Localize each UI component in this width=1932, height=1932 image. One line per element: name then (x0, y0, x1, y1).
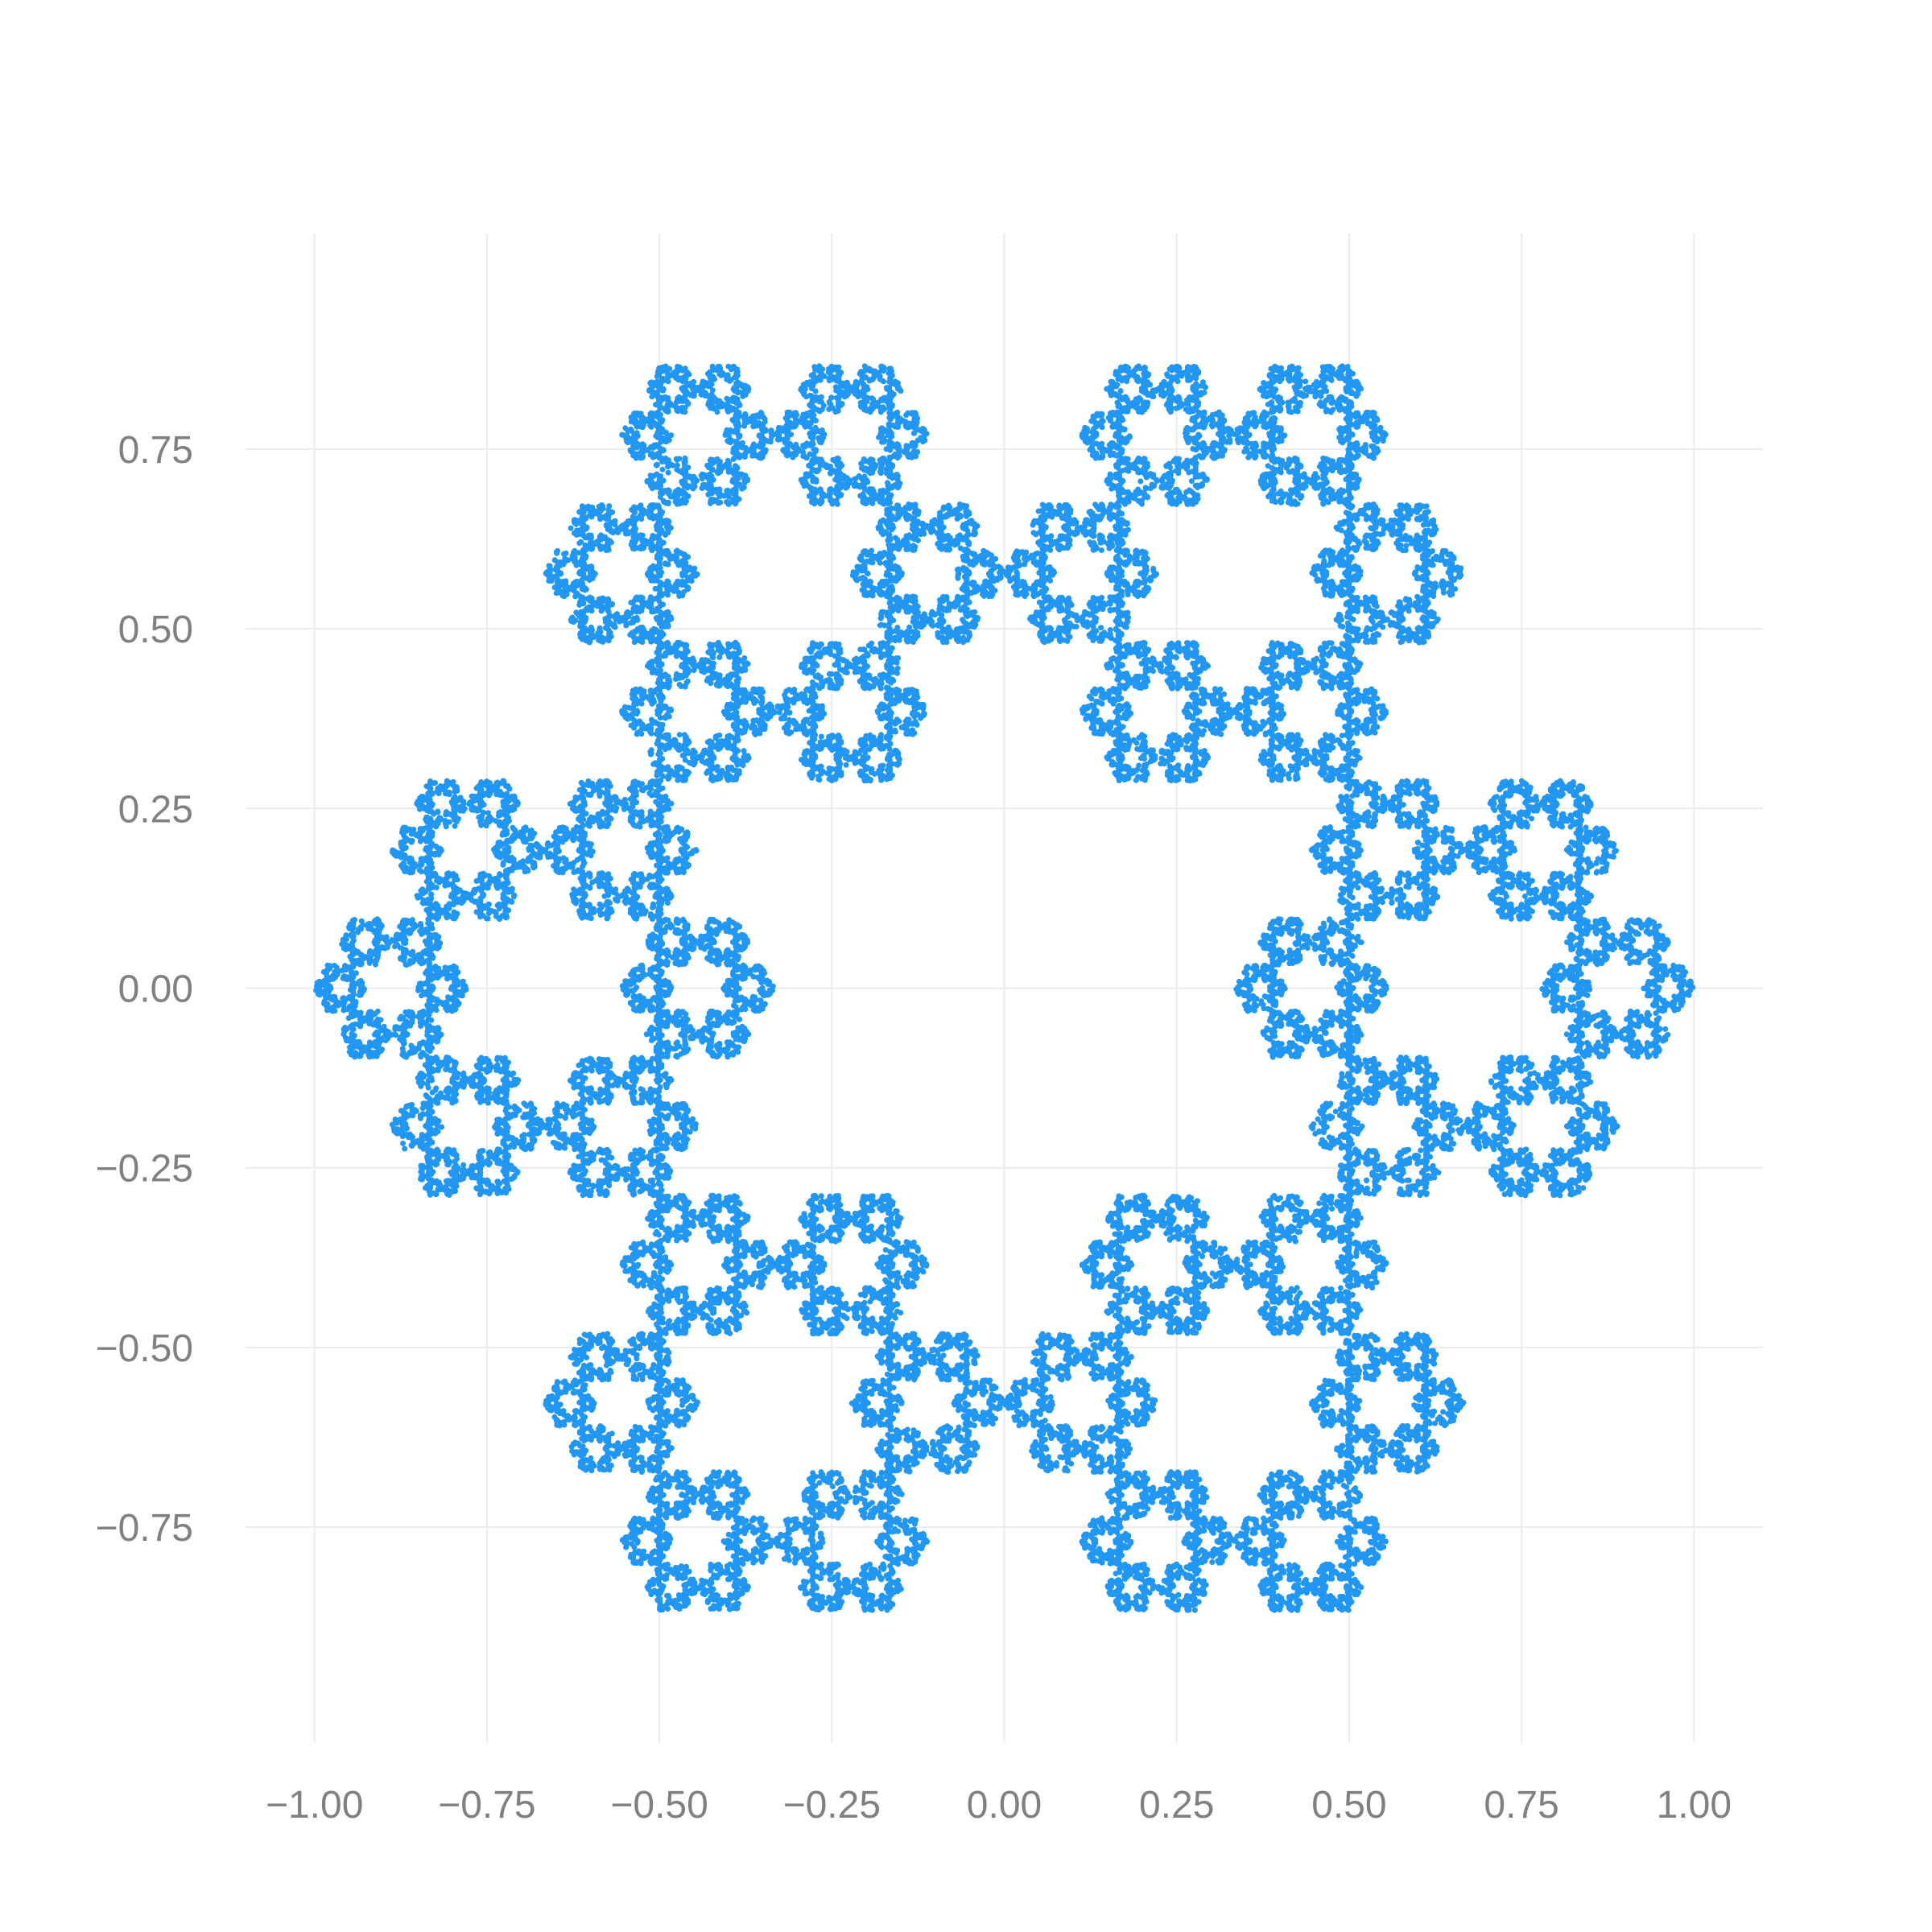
x-tick-label: 0.50 (1311, 1784, 1386, 1827)
y-tick-label: −0.75 (96, 1507, 193, 1550)
x-tick-label: −0.75 (438, 1784, 535, 1827)
x-tick-label: −0.25 (783, 1784, 881, 1827)
y-tick-label: 0.75 (118, 429, 193, 472)
x-tick-label: 1.00 (1657, 1784, 1732, 1827)
x-tick-label: −1.00 (266, 1784, 363, 1827)
y-tick-label: −0.25 (96, 1148, 193, 1191)
grid-lines (246, 233, 1763, 1743)
y-tick-label: 0.50 (118, 609, 193, 651)
y-tick-label: 0.25 (118, 788, 193, 831)
x-axis: −1.00 −0.75 −0.50 −0.25 0.00 0.25 0.50 0.75 1.00 (266, 1784, 1732, 1827)
data-points (313, 363, 1696, 1613)
x-tick-label: 0.00 (967, 1784, 1042, 1827)
y-tick-label: −0.50 (96, 1327, 193, 1370)
x-tick-label: −0.50 (610, 1784, 708, 1827)
y-tick-label: 0.00 (118, 968, 193, 1011)
y-axis: −0.75 −0.50 −0.25 0.00 0.25 0.50 0.75 (96, 429, 193, 1550)
scatter-points (313, 363, 1696, 1613)
x-tick-label: 0.75 (1484, 1784, 1558, 1827)
x-tick-label: 0.25 (1139, 1784, 1214, 1827)
